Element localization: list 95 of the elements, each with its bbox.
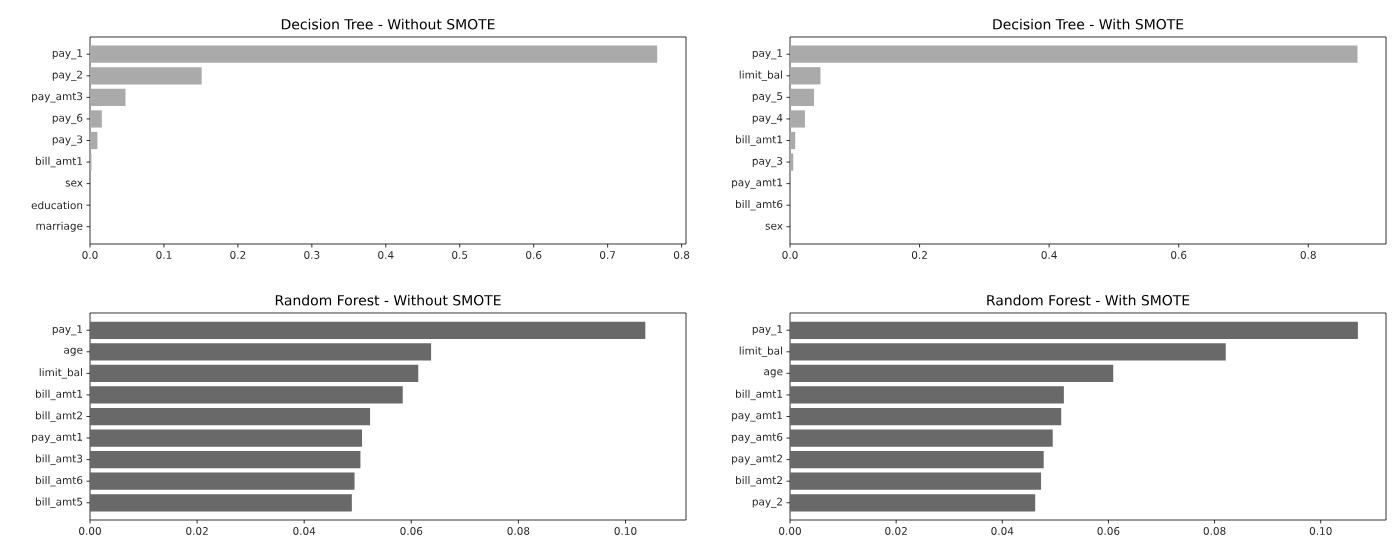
x-tick-label: 0.00 (779, 527, 801, 535)
y-tick-label: pay_1 (52, 49, 83, 60)
y-tick-label: education (31, 201, 83, 210)
bar (90, 407, 371, 426)
bar (90, 45, 658, 63)
bar (790, 472, 1042, 490)
x-tick-label: 0.06 (1097, 527, 1120, 535)
x-tick-label: 0.08 (507, 527, 530, 535)
bar (790, 321, 1358, 339)
bar (790, 131, 796, 150)
y-tick-label: pay_1 (52, 325, 83, 336)
bar (90, 451, 361, 469)
y-tick-label: bill_amt6 (735, 199, 783, 211)
y-tick-label: bill_amt1 (35, 389, 83, 401)
x-tick-label: 0.04 (293, 527, 316, 535)
x-tick-label: 0.1 (156, 251, 172, 259)
chart-title: Decision Tree - With SMOTE (993, 18, 1184, 30)
y-tick-label: bill_amt3 (35, 454, 83, 465)
y-tick-label: bill_amt1 (736, 389, 783, 401)
y-tick-label: pay_amt6 (732, 432, 783, 444)
x-tick-label: 0.8 (1300, 251, 1316, 259)
bar (90, 110, 102, 128)
y-tick-label: pay_2 (752, 497, 782, 508)
y-tick-label: age (64, 347, 83, 356)
bar (790, 407, 1062, 426)
y-tick-label: age (764, 369, 783, 378)
y-tick-label: pay_3 (752, 156, 783, 168)
bar (90, 472, 355, 490)
y-tick-label: pay_amt1 (732, 178, 783, 189)
y-tick-label: pay_4 (752, 113, 783, 124)
bar (90, 321, 646, 339)
bar (90, 386, 403, 404)
x-tick-label: 0.10 (1309, 527, 1332, 535)
y-tick-label: pay_1 (752, 325, 783, 336)
y-tick-label: bill_amt6 (35, 475, 83, 487)
y-tick-label: pay_6 (52, 113, 83, 125)
bar (90, 494, 352, 512)
x-tick-label: 0.4 (1041, 251, 1057, 259)
y-tick-label: bill_amt1 (735, 135, 783, 146)
bar (90, 343, 432, 361)
x-tick-label: 0.02 (885, 527, 907, 535)
y-tick-label: pay_3 (52, 135, 83, 146)
x-tick-label: 0.6 (526, 251, 542, 259)
chart-title: Random Forest - Without SMOTE (275, 294, 501, 306)
x-tick-label: 0.2 (230, 251, 246, 259)
bar (790, 429, 1053, 447)
chart-title: Random Forest - With SMOTE (987, 294, 1190, 306)
x-tick-label: 0.06 (400, 527, 423, 535)
bar (790, 451, 1044, 469)
x-tick-label: 0.02 (186, 527, 208, 535)
y-tick-label: limit_bal (739, 346, 783, 358)
y-tick-label: pay_amt2 (732, 454, 782, 465)
bar (790, 153, 794, 171)
x-tick-label: 0.00 (79, 527, 101, 535)
y-tick-label: pay_amt1 (732, 411, 783, 422)
x-tick-label: 0.04 (991, 527, 1014, 535)
x-tick-label: 0.6 (1171, 251, 1187, 259)
bar (790, 364, 1114, 382)
y-tick-label: pay_5 (752, 92, 783, 103)
bar (790, 494, 1036, 512)
bar (790, 110, 805, 128)
bar (90, 88, 126, 106)
y-tick-label: pay_1 (752, 49, 783, 60)
bar (790, 343, 1226, 361)
y-tick-label: pay_2 (52, 70, 82, 81)
y-tick-label: sex (65, 180, 83, 187)
bar (790, 67, 821, 85)
x-tick-label: 0.0 (782, 251, 798, 259)
y-tick-label: limit_bal (739, 70, 783, 82)
x-tick-label: 0.2 (911, 251, 927, 259)
bar (790, 45, 1358, 63)
bar (90, 364, 419, 382)
chart-title: Decision Tree - Without SMOTE (281, 18, 495, 30)
bar (790, 88, 814, 106)
y-tick-label: marriage (36, 221, 83, 232)
bar (790, 386, 1064, 404)
x-tick-label: 0.0 (82, 251, 98, 259)
y-tick-label: limit_bal (39, 368, 82, 379)
y-tick-label: pay_amt3 (32, 92, 83, 103)
y-tick-label: bill_amt2 (736, 475, 782, 487)
x-tick-label: 0.7 (600, 251, 616, 259)
x-tick-label: 0.10 (614, 527, 637, 535)
bar (90, 67, 202, 85)
bar (90, 131, 98, 150)
x-tick-label: 0.08 (1203, 527, 1226, 535)
y-tick-label: bill_amt2 (35, 411, 82, 422)
x-tick-label: 0.8 (673, 251, 690, 259)
y-tick-label: pay_amt1 (32, 433, 83, 444)
x-tick-label: 0.3 (304, 251, 320, 259)
x-tick-label: 0.5 (452, 251, 468, 259)
y-tick-label: bill_amt1 (35, 156, 83, 168)
y-tick-label: sex (765, 223, 783, 230)
y-tick-label: bill_amt5 (35, 497, 83, 508)
x-tick-label: 0.4 (378, 251, 394, 259)
bar (90, 429, 363, 447)
